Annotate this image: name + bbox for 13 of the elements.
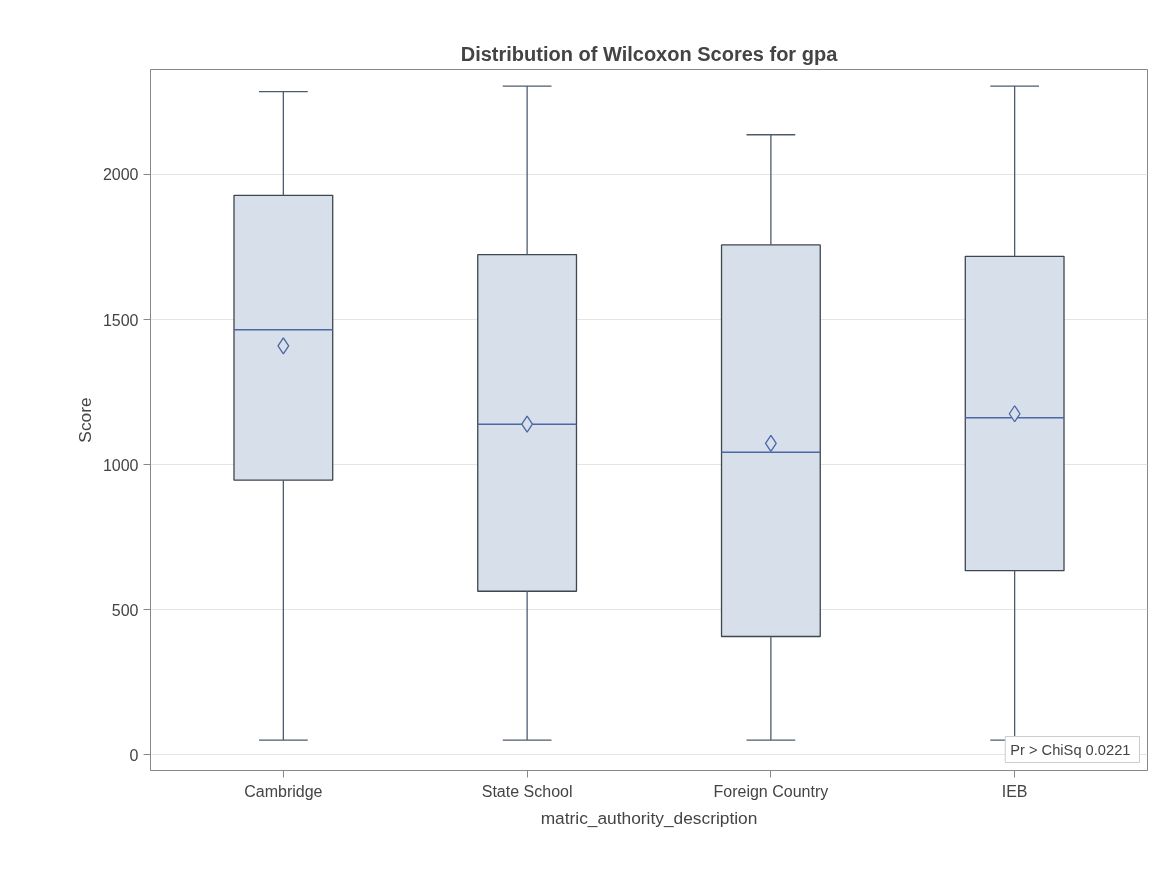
annotation: Pr > ChiSq 0.0221 bbox=[1010, 741, 1131, 758]
x-tick-label: State School bbox=[481, 782, 573, 800]
x-axis-title: matric_authority_description bbox=[540, 807, 758, 828]
y-tick-label: 0 bbox=[129, 746, 139, 764]
y-tick-label: 1500 bbox=[102, 311, 139, 329]
x-tick-label: IEB bbox=[1001, 782, 1028, 800]
y-tick-label: 500 bbox=[111, 601, 139, 619]
x-tick-label: Foreign Country bbox=[713, 782, 829, 800]
y-tick-label: 2000 bbox=[102, 166, 139, 184]
x-tick-label: Cambridge bbox=[244, 782, 323, 800]
chart-title: Distribution of Wilcoxon Scores for gpa bbox=[460, 42, 839, 65]
y-tick-label: 1000 bbox=[102, 456, 139, 474]
y-axis-title: Score bbox=[74, 397, 95, 443]
